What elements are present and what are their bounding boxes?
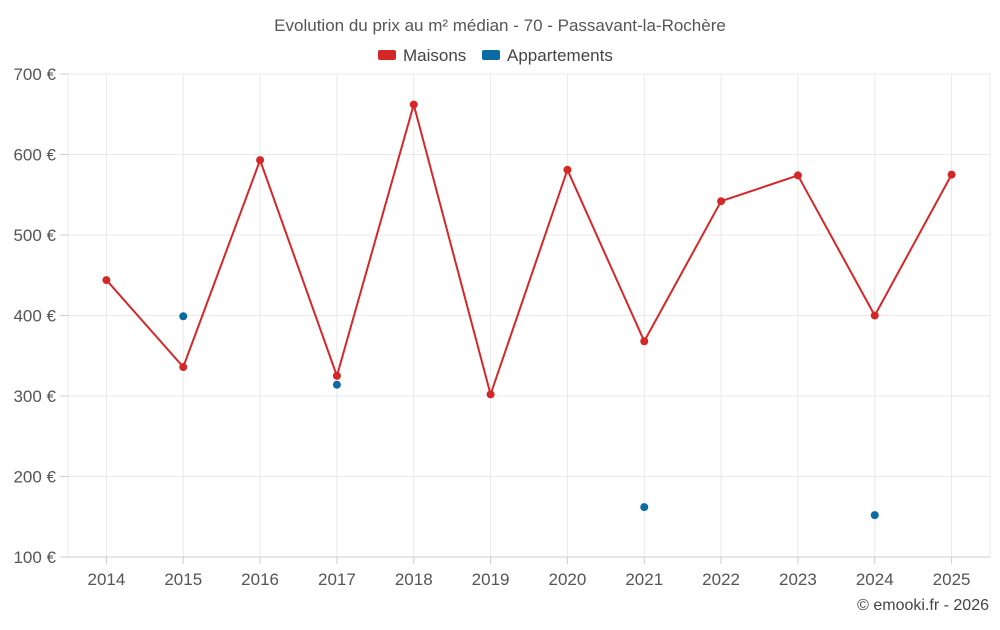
data-point-maisons[interactable]	[332, 371, 341, 380]
x-tick-label: 2024	[856, 570, 894, 589]
x-tick-label: 2017	[318, 570, 356, 589]
legend[interactable]: Maisons Appartements	[378, 46, 613, 65]
legend-item-maisons[interactable]: Maisons	[378, 46, 466, 65]
y-tick-label: 400 €	[13, 307, 56, 326]
data-point-maisons[interactable]	[102, 276, 111, 285]
x-tick-label: 2020	[549, 570, 587, 589]
y-tick-label: 500 €	[13, 226, 56, 245]
legend-label-appartements: Appartements	[507, 46, 613, 65]
legend-label-maisons: Maisons	[403, 46, 466, 65]
x-tick-label: 2023	[779, 570, 817, 589]
y-tick-label: 600 €	[13, 146, 56, 165]
data-point-maisons[interactable]	[947, 170, 956, 179]
plot-area	[102, 100, 956, 520]
legend-item-appartements[interactable]: Appartements	[482, 46, 613, 65]
credit-text: © emooki.fr - 2026	[857, 597, 989, 614]
data-point-appartements[interactable]	[640, 503, 649, 512]
x-tick-label: 2016	[241, 570, 279, 589]
y-tick-label: 100 €	[13, 548, 56, 567]
x-tick-label: 2025	[933, 570, 971, 589]
x-tick-label: 2021	[625, 570, 663, 589]
x-tick-label: 2015	[164, 570, 202, 589]
data-point-maisons[interactable]	[563, 165, 572, 174]
data-point-maisons[interactable]	[640, 337, 649, 346]
x-tick-label: 2014	[88, 570, 126, 589]
gridlines	[67, 73, 991, 558]
data-point-appartements[interactable]	[332, 380, 341, 389]
data-point-maisons[interactable]	[409, 100, 418, 109]
x-tick-label: 2019	[472, 570, 510, 589]
chart-title: Evolution du prix au m² médian - 70 - Pa…	[274, 16, 726, 35]
data-point-maisons[interactable]	[870, 311, 879, 320]
x-axis: 2014 2015 2016 2017 2018 2019 2020 2021 2022 2023…	[68, 556, 990, 589]
legend-swatch-maisons	[378, 50, 396, 60]
data-point-maisons[interactable]	[486, 390, 495, 399]
data-point-maisons[interactable]	[793, 171, 802, 180]
series-line-maisons	[105, 103, 953, 396]
y-tick-label: 700 €	[13, 65, 56, 84]
data-point-maisons[interactable]	[717, 197, 726, 206]
y-axis: 100 € 200 € 300 € 400 € 500 € 600 € 700 €	[13, 65, 68, 567]
y-tick-label: 300 €	[13, 387, 56, 406]
data-point-appartements[interactable]	[870, 511, 879, 520]
y-tick-label: 200 €	[13, 468, 56, 487]
data-point-maisons[interactable]	[256, 156, 265, 165]
x-tick-label: 2018	[395, 570, 433, 589]
data-point-appartements[interactable]	[179, 312, 188, 321]
x-tick-label: 2022	[702, 570, 740, 589]
legend-swatch-appartements	[482, 50, 500, 60]
data-point-maisons[interactable]	[179, 363, 188, 372]
